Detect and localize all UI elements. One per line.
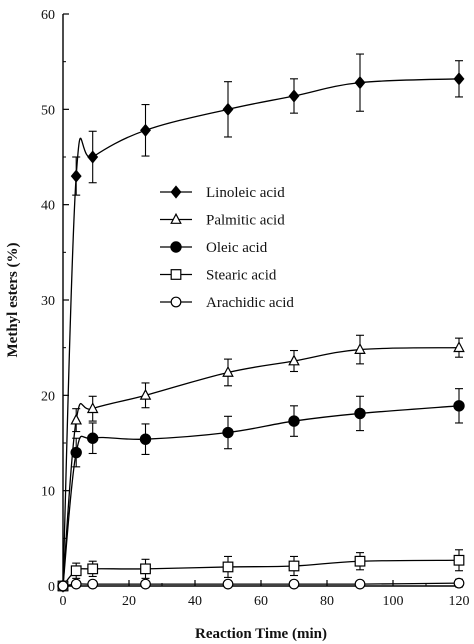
legend-marker xyxy=(170,296,182,308)
data-point xyxy=(222,426,234,439)
data-point xyxy=(354,76,366,90)
x-tick-label: 80 xyxy=(320,594,334,609)
legend-marker xyxy=(170,241,182,253)
data-point xyxy=(87,432,99,444)
legend-item: Stearic acid xyxy=(160,268,277,284)
legend-label: Linoleic acid xyxy=(206,185,285,201)
data-point xyxy=(222,561,234,573)
series-line xyxy=(62,347,460,587)
legend-label: Palmitic acid xyxy=(206,213,285,229)
data-point xyxy=(354,555,366,567)
data-point xyxy=(140,578,151,590)
data-point xyxy=(453,341,465,353)
y-tick-label: 0 xyxy=(48,580,55,595)
series-layer xyxy=(57,53,465,593)
legend-label: Arachidic acid xyxy=(206,295,294,311)
data-point xyxy=(70,169,82,183)
y-tick-label: 60 xyxy=(41,8,55,23)
legend-label: Stearic acid xyxy=(206,268,277,284)
data-point xyxy=(288,89,300,103)
data-point xyxy=(70,578,82,590)
data-point xyxy=(87,150,99,164)
data-point xyxy=(288,578,300,590)
x-tick-label: 40 xyxy=(188,594,202,609)
x-tick-label: 20 xyxy=(122,594,136,609)
data-point xyxy=(70,446,82,459)
ticks: 0 10 20 30 40 50 60 0 20 40 60 80 100 120 xyxy=(41,8,470,609)
data-point xyxy=(354,407,366,420)
data-point xyxy=(86,402,99,414)
legend-item: Palmitic acid xyxy=(160,213,285,229)
data-point xyxy=(354,578,366,590)
data-point xyxy=(288,415,300,427)
y-tick-label: 30 xyxy=(41,294,55,309)
data-point xyxy=(453,577,465,589)
x-tick-label: 100 xyxy=(383,594,404,609)
legend-marker xyxy=(170,185,182,199)
data-point xyxy=(354,342,366,354)
data-point xyxy=(453,400,465,412)
data-point xyxy=(222,102,234,116)
data-point xyxy=(288,354,300,366)
x-axis-title: Reaction Time (min) xyxy=(195,626,327,642)
legend: Linoleic acid Palmitic acid Oleic acid Stea… xyxy=(160,185,294,311)
legend-item: Arachidic acid xyxy=(160,295,294,311)
data-point xyxy=(70,413,82,425)
data-point xyxy=(222,365,234,377)
y-tick-label: 20 xyxy=(41,389,55,404)
data-point xyxy=(222,578,234,590)
x-tick-label: 120 xyxy=(449,594,470,609)
series-stearic-acid xyxy=(57,549,465,592)
data-point xyxy=(453,72,465,86)
y-axis-title: Methyl esters (%) xyxy=(5,243,21,358)
legend-marker xyxy=(170,212,182,224)
series-line xyxy=(62,78,460,587)
x-tick-label: 60 xyxy=(254,594,268,609)
data-point xyxy=(139,388,152,400)
data-point xyxy=(70,565,82,577)
series-linoleic-acid xyxy=(57,53,465,593)
data-point xyxy=(139,433,152,445)
series-palmitic-acid xyxy=(57,334,465,591)
legend-item: Oleic acid xyxy=(160,240,268,256)
y-tick-label: 40 xyxy=(41,199,55,214)
data-point xyxy=(140,563,151,575)
data-point xyxy=(57,580,69,592)
data-point xyxy=(140,123,151,137)
legend-marker xyxy=(170,269,182,280)
data-point xyxy=(87,563,99,575)
data-point xyxy=(87,578,99,590)
y-tick-label: 10 xyxy=(41,485,55,500)
series-line xyxy=(62,405,460,587)
y-tick-label: 50 xyxy=(41,103,55,118)
series-oleic-acid xyxy=(57,388,465,592)
data-point xyxy=(453,554,465,566)
data-point xyxy=(288,560,300,572)
x-tick-label: 0 xyxy=(60,594,67,609)
legend-label: Oleic acid xyxy=(206,240,268,256)
series-arachidic-acid xyxy=(57,577,465,592)
legend-item: Linoleic acid xyxy=(160,185,285,201)
